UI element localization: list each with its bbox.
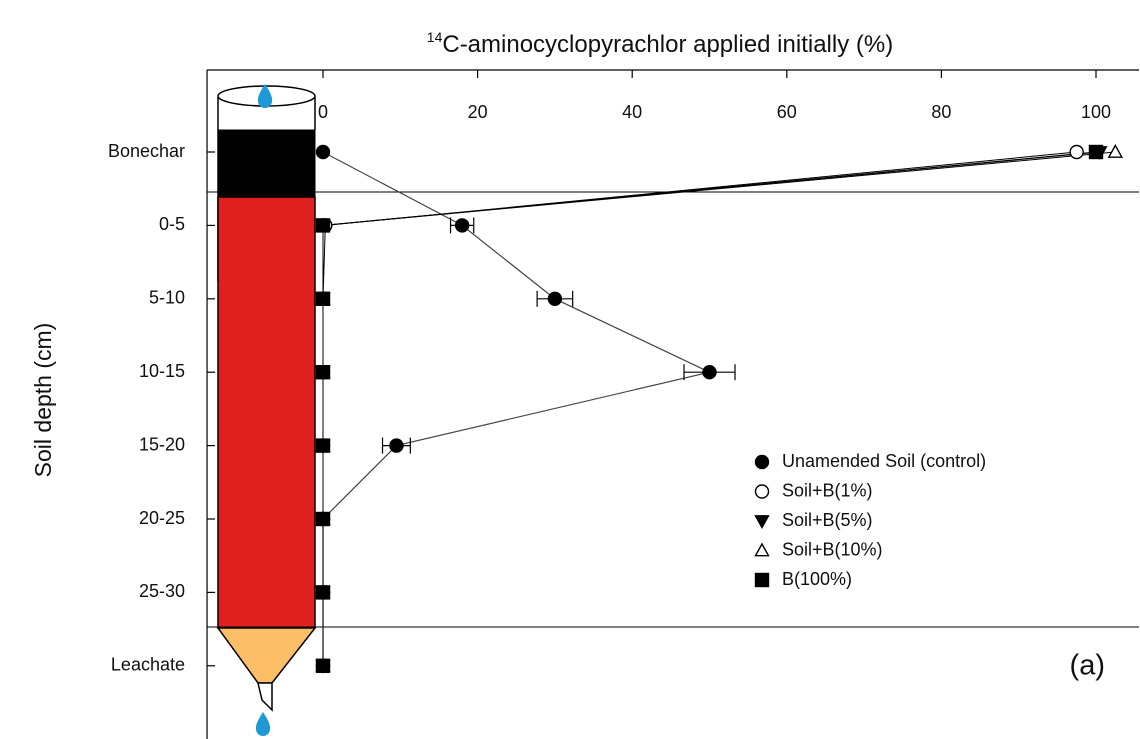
series-line xyxy=(322,151,1077,666)
legend-label: Soil+B(5%) xyxy=(782,510,873,530)
x-tick-label: 100 xyxy=(1081,102,1111,122)
legend-label: Unamended Soil (control) xyxy=(782,451,986,471)
marker xyxy=(315,144,331,160)
legend-item: Unamended Soil (control) xyxy=(754,451,986,471)
x-tick-label: 60 xyxy=(777,102,797,122)
y-tick-label: 25-30 xyxy=(139,581,185,601)
marker xyxy=(754,542,770,557)
legend-label: Soil+B(1%) xyxy=(782,480,873,500)
series-line xyxy=(322,151,1097,666)
x-tick-label: 80 xyxy=(931,102,951,122)
y-axis-label: Soil depth (cm) xyxy=(30,323,56,478)
series-line xyxy=(322,151,1116,666)
y-tick-label: Bonechar xyxy=(108,141,185,161)
x-tick-label: 40 xyxy=(622,102,642,122)
y-tick-label: 20-25 xyxy=(139,508,185,528)
marker xyxy=(754,515,770,529)
marker xyxy=(315,511,331,527)
marker xyxy=(315,658,331,673)
marker xyxy=(315,438,331,453)
marker xyxy=(754,572,770,588)
marker xyxy=(1107,144,1124,158)
legend-item: Soil+B(1%) xyxy=(754,480,873,500)
y-tick-label: 15-20 xyxy=(139,434,185,454)
series-line xyxy=(322,151,1100,666)
marker xyxy=(1069,144,1084,160)
y-tick-label: 0-5 xyxy=(159,214,185,234)
x-tick-label: 20 xyxy=(468,102,488,122)
marker xyxy=(315,585,331,600)
chart-title: 14C-aminocyclopyrachlor applied initiall… xyxy=(427,29,893,59)
marker xyxy=(454,218,470,233)
marker xyxy=(754,484,770,499)
legend-label: B(100%) xyxy=(782,569,852,589)
legend-item: Soil+B(10%) xyxy=(754,539,883,559)
title-superscript: 14 xyxy=(427,29,443,45)
marker xyxy=(315,218,331,233)
legend-label: Soil+B(10%) xyxy=(782,539,883,559)
marker xyxy=(389,438,404,453)
annotation: (a) xyxy=(1070,650,1105,682)
marker xyxy=(1088,144,1104,160)
y-tick-label: 5-10 xyxy=(149,288,185,308)
y-tick-label: 10-15 xyxy=(139,361,185,381)
marker xyxy=(547,291,563,306)
marker xyxy=(315,291,331,306)
marker xyxy=(315,365,331,380)
marker xyxy=(702,365,717,380)
x-tick-label: 0 xyxy=(318,102,328,122)
marker xyxy=(754,454,770,470)
series-line xyxy=(322,151,712,666)
soil-column xyxy=(216,84,317,736)
title-text: C-aminocyclopyrachlor applied initially … xyxy=(442,31,893,58)
legend-item: B(100%) xyxy=(754,569,852,589)
y-tick-label: Leachate xyxy=(111,655,185,675)
legend-item: Soil+B(5%) xyxy=(754,510,873,530)
